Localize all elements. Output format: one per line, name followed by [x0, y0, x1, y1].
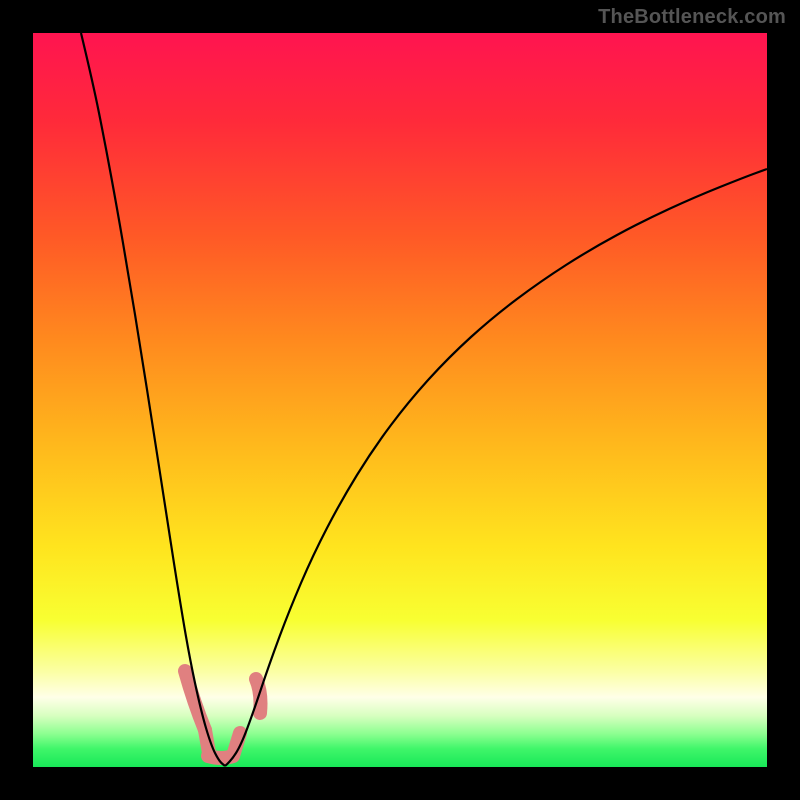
right-curve [225, 169, 767, 766]
plot-area [33, 33, 767, 767]
curves-layer [33, 33, 767, 767]
chart-frame: TheBottleneck.com [0, 0, 800, 800]
left-curve [81, 33, 225, 766]
watermark-text: TheBottleneck.com [598, 6, 786, 29]
